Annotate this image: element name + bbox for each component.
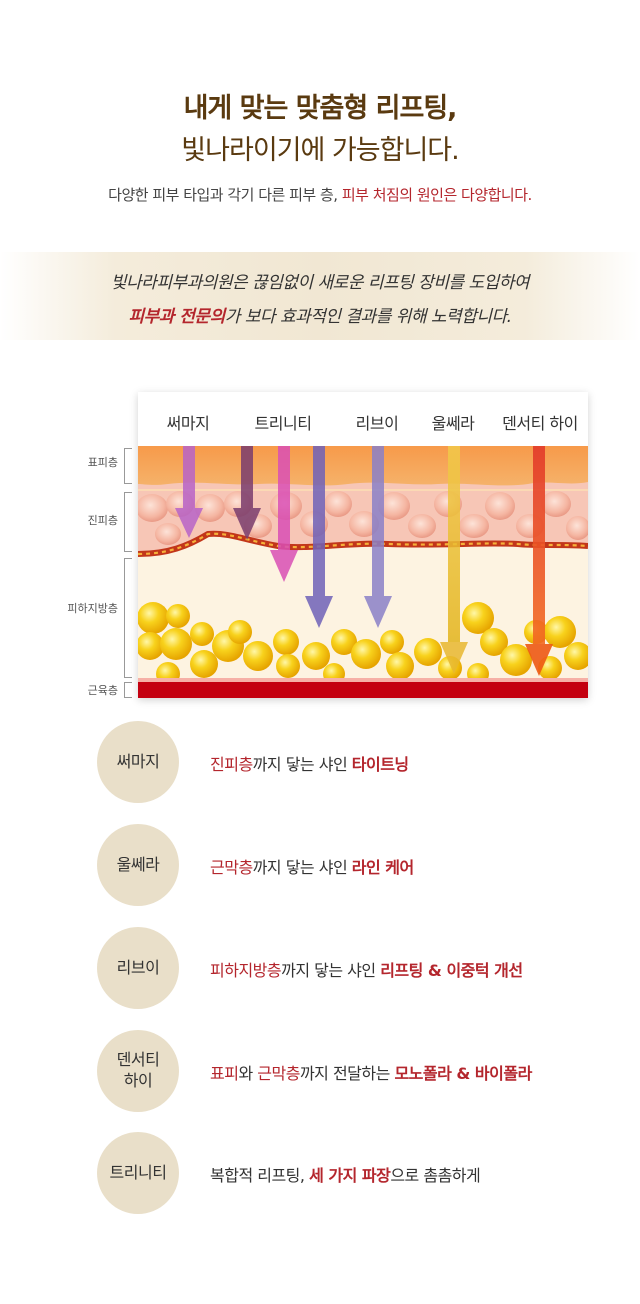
treatment-description: 피하지방층까지 닿는 샤인 리프팅 & 이중턱 개선 <box>210 957 523 981</box>
desc-part: 까지 닿는 샤인 <box>252 858 352 877</box>
desc-part: 근막층 <box>210 858 253 877</box>
intro-line2: 피부과 전문의가 보다 효과적인 결과를 위해 노력합니다. <box>0 302 640 327</box>
desc-part: 세 가지 파장 <box>309 1166 391 1185</box>
desc-part: 리프팅 & 이중턱 개선 <box>380 961 523 980</box>
desc-part: 표피 <box>210 1064 239 1083</box>
bracket-fat <box>124 558 132 678</box>
technique-label-density-high: 덴서티 하이 <box>502 414 578 433</box>
bracket-epidermis <box>124 448 132 484</box>
intro-highlight: 피부과 전문의 <box>128 307 225 327</box>
desc-part: 와 <box>238 1064 258 1083</box>
treatment-description: 표피와 근막층까지 전달하는 모노폴라 & 바이폴라 <box>210 1060 532 1084</box>
treatment-badge: 리브이 <box>97 927 179 1009</box>
treatment-row-ulthera: 울쎄라 근막층까지 닿는 샤인 라인 케어 <box>97 824 617 906</box>
treatment-badge: 트리니티 <box>97 1132 179 1214</box>
treatment-row-density-high: 덴서티 하이 표피와 근막층까지 전달하는 모노폴라 & 바이폴라 <box>97 1030 617 1112</box>
layer-label-dermis: 진피층 <box>87 514 118 527</box>
treatment-badge: 써마지 <box>97 721 179 803</box>
desc-part: 피하지방층 <box>210 961 282 980</box>
layer-label-muscle: 근육층 <box>87 684 118 697</box>
intro-band: 빛나라피부과의원은 끊임없이 새로운 리프팅 장비를 도입하여 피부과 전문의가… <box>0 252 640 340</box>
desc-part: 라인 케어 <box>351 858 414 877</box>
ulthera-arrow <box>440 446 468 674</box>
bracket-muscle <box>124 682 132 698</box>
treatment-description: 복합적 리프팅, 세 가지 파장으로 촘촘하게 <box>210 1162 481 1186</box>
trinity-arrow-3 <box>305 446 333 628</box>
desc-part: 근막층 <box>257 1064 300 1083</box>
desc-part: 까지 닿는 샤인 <box>281 961 381 980</box>
trinity-arrow-1 <box>233 446 261 540</box>
layer-label-epidermis: 표피층 <box>87 456 118 469</box>
desc-part: 까지 닿는 샤인 <box>252 755 352 774</box>
skin-cross-section <box>138 446 588 698</box>
desc-part: 모노폴라 & 바이폴라 <box>394 1064 532 1083</box>
treatment-description: 진피층까지 닿는 샤인 타이트닝 <box>210 751 409 775</box>
technique-label-thermage: 써마지 <box>166 414 210 433</box>
intro-line2-text: 가 보다 효과적인 결과를 위해 노력합니다. <box>224 307 512 327</box>
intro-line1: 빛나라피부과의원은 끊임없이 새로운 리프팅 장비를 도입하여 <box>110 273 530 293</box>
treatment-row-trinity: 트리니티 복합적 리프팅, 세 가지 파장으로 촘촘하게 <box>97 1132 617 1214</box>
page-title: 내게 맞는 맞춤형 리프팅, <box>183 93 458 124</box>
treatment-row-liv: 리브이 피하지방층까지 닿는 샤인 리프팅 & 이중턱 개선 <box>97 927 617 1009</box>
desc-part: 으로 촘촘하게 <box>390 1166 481 1185</box>
dermis-cells <box>138 491 588 545</box>
subtitle-highlight: 피부 처짐의 원인은 다양합니다. <box>341 186 532 204</box>
desc-part: 타이트닝 <box>351 755 409 774</box>
trinity-arrow-2 <box>270 446 298 582</box>
desc-part: 까지 전달하는 <box>299 1064 395 1083</box>
treatment-badge: 울쎄라 <box>97 824 179 906</box>
subtitle-text: 다양한 피부 타입과 각기 다른 피부 층, <box>108 186 342 204</box>
thermage-arrow <box>175 446 203 538</box>
density-high-arrow <box>525 446 553 676</box>
page-subtitle: 다양한 피부 타입과 각기 다른 피부 층, 피부 처짐의 원인은 다양합니다. <box>0 184 640 205</box>
treatment-description: 근막층까지 닿는 샤인 라인 케어 <box>210 854 414 878</box>
treatment-badge: 덴서티 하이 <box>97 1030 179 1112</box>
treatment-row-thermage: 써마지 진피층까지 닿는 샤인 타이트닝 <box>97 721 617 803</box>
desc-part: 진피층 <box>210 755 253 774</box>
liv-arrow <box>364 446 392 628</box>
technique-label-liv: 리브이 <box>355 414 399 433</box>
page-title-line2: 빛나라이기에 가능합니다. <box>181 135 459 166</box>
layer-label-fat: 피하지방층 <box>67 602 118 615</box>
technique-label-trinity: 트리니티 <box>254 414 312 433</box>
technique-label-ulthera: 울쎄라 <box>431 414 475 433</box>
desc-part: 복합적 리프팅, <box>210 1166 310 1185</box>
bracket-dermis <box>124 492 132 552</box>
